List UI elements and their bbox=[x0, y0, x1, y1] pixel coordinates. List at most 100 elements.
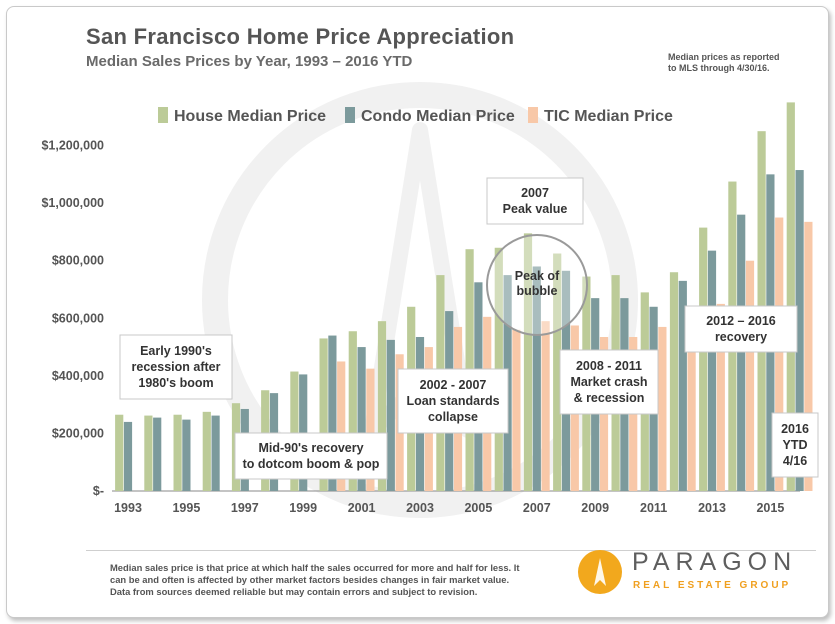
bar-house-median-price-2001 bbox=[348, 331, 357, 491]
annotation-crash-line: Market crash bbox=[570, 375, 647, 389]
legend-label: House Median Price bbox=[174, 108, 326, 125]
bar-house-median-price-2013 bbox=[699, 227, 708, 491]
x-tick-label: 1995 bbox=[172, 501, 200, 515]
x-tick-label: 1997 bbox=[231, 501, 259, 515]
x-tick-label: 2001 bbox=[348, 501, 376, 515]
bar-tic-median-price-2014 bbox=[745, 260, 755, 491]
bar-condo-median-price-2002 bbox=[386, 339, 395, 491]
annotation-loan-line: Loan standards bbox=[406, 394, 499, 408]
annotation-ytd-box bbox=[771, 412, 819, 478]
annotation-early90s-line: Early 1990's bbox=[140, 344, 212, 358]
bar-tic-median-price-2016 bbox=[804, 221, 813, 491]
bar-condo-median-price-1995 bbox=[182, 419, 191, 491]
y-tick-label: $- bbox=[93, 484, 104, 498]
annotation-loan-box bbox=[397, 368, 509, 434]
footer-note-line3: Data from sources deemed reliable but ma… bbox=[110, 586, 478, 597]
annotation-ytd-line: 4/16 bbox=[783, 454, 807, 468]
annotation-early90s-line: 1980's boom bbox=[138, 376, 213, 390]
bar-condo-median-price-1993 bbox=[123, 421, 133, 491]
x-tick-label: 2007 bbox=[523, 501, 551, 515]
bar-house-median-price-1993 bbox=[115, 414, 124, 491]
bar-house-median-price-2016 bbox=[786, 102, 795, 492]
x-tick-label: 2009 bbox=[581, 501, 609, 515]
bar-tic-median-price-2013 bbox=[716, 303, 725, 491]
annotation-ytd-line: YTD bbox=[783, 438, 808, 452]
y-tick-label: $1,200,000 bbox=[41, 139, 104, 153]
annotation-early90s-box bbox=[119, 334, 233, 400]
bar-tic-median-price-2012 bbox=[687, 325, 696, 491]
bar-tic-median-price-2001 bbox=[366, 368, 375, 491]
annotation-recovery-line: 2012 – 2016 bbox=[706, 314, 776, 328]
annotation-crash-line: 2008 - 2011 bbox=[576, 359, 642, 373]
bar-tic-median-price-2007 bbox=[541, 321, 550, 491]
footer-note-line2: can be and often is affected by other ma… bbox=[110, 574, 510, 585]
footer-note: Median sales price is that price at whic… bbox=[110, 562, 580, 598]
bar-house-median-price-1996 bbox=[202, 411, 211, 491]
bar-condo-median-price-2014 bbox=[737, 214, 746, 491]
legend-swatch bbox=[528, 107, 538, 123]
y-tick-label: $1,000,000 bbox=[41, 196, 104, 210]
bar-condo-median-price-2013 bbox=[707, 250, 717, 491]
x-tick-label: 1999 bbox=[289, 501, 317, 515]
bar-tic-median-price-2000 bbox=[337, 361, 346, 491]
annotation-crash-line: & recession bbox=[574, 391, 645, 405]
annotation-bubble-line: Peak of bbox=[515, 269, 560, 283]
x-tick-label: 2015 bbox=[756, 501, 784, 515]
peak-bubble-circle bbox=[486, 234, 588, 336]
bar-tic-median-price-2011 bbox=[658, 326, 667, 491]
annotation-mid90s-line: Mid-90's recovery bbox=[258, 441, 363, 455]
annotation-crash-box bbox=[559, 349, 659, 415]
logo-tagline: REAL ESTATE GROUP bbox=[633, 580, 792, 591]
annotation-mid90s-box bbox=[234, 432, 388, 480]
annotation-loan-line: 2002 - 2007 bbox=[420, 378, 487, 392]
bar-house-median-price-2000 bbox=[319, 338, 328, 491]
legend-swatch bbox=[345, 107, 355, 123]
x-tick-label: 2005 bbox=[464, 501, 492, 515]
legend-label: TIC Median Price bbox=[544, 108, 673, 125]
x-tick-label: 2013 bbox=[698, 501, 726, 515]
bar-condo-median-price-1994 bbox=[153, 417, 162, 491]
mls-note: Median prices as reported to MLS through… bbox=[668, 52, 818, 74]
y-tick-label: $200,000 bbox=[52, 426, 104, 440]
x-tick-label: 2003 bbox=[406, 501, 434, 515]
bar-house-median-price-2007 bbox=[523, 233, 533, 491]
paragon-logo-icon bbox=[578, 550, 622, 594]
x-tick-label: 2011 bbox=[640, 501, 667, 515]
legend-label: Condo Median Price bbox=[361, 108, 515, 125]
bar-condo-median-price-1996 bbox=[211, 415, 220, 491]
y-tick-label: $600,000 bbox=[52, 311, 104, 325]
bar-condo-median-price-2007 bbox=[532, 266, 541, 491]
annotation-ytd-line: 2016 bbox=[781, 422, 809, 436]
mls-note-line1: Median prices as reported bbox=[668, 52, 780, 62]
legend-swatch bbox=[158, 107, 168, 123]
annotation-bubble-line: bubble bbox=[517, 284, 558, 298]
annotation-early90s-line: recession after bbox=[132, 360, 221, 374]
y-tick-label: $400,000 bbox=[52, 369, 104, 383]
annotation-peak-line: 2007 bbox=[521, 186, 549, 200]
bar-house-median-price-2002 bbox=[377, 321, 387, 491]
mls-note-line2: to MLS through 4/30/16. bbox=[668, 63, 770, 73]
annotation-recovery-box bbox=[684, 305, 798, 353]
bar-condo-median-price-2001 bbox=[357, 347, 366, 491]
annotation-peak-line: Peak value bbox=[503, 202, 568, 216]
bar-house-median-price-1994 bbox=[144, 415, 153, 491]
bar-house-median-price-2008 bbox=[553, 253, 562, 491]
annotation-recovery-line: recovery bbox=[715, 330, 767, 344]
annotation-loan-line: collapse bbox=[428, 410, 478, 424]
bar-tic-median-price-2006 bbox=[512, 329, 521, 491]
bar-condo-median-price-2012 bbox=[678, 280, 687, 491]
chart-title: San Francisco Home Price Appreciation bbox=[86, 24, 515, 49]
chart-subtitle: Median Sales Prices by Year, 1993 – 2016… bbox=[86, 53, 413, 70]
footer-divider bbox=[86, 550, 816, 551]
logo-wordmark: PARAGON bbox=[632, 548, 798, 576]
x-tick-label: 1993 bbox=[114, 501, 142, 515]
bar-tic-median-price-2015 bbox=[775, 217, 784, 492]
footer-note-line1: Median sales price is that price at whic… bbox=[110, 562, 520, 573]
y-tick-label: $800,000 bbox=[52, 254, 104, 268]
bar-condo-median-price-2016 bbox=[795, 170, 804, 491]
bar-condo-median-price-2000 bbox=[328, 335, 337, 491]
bar-house-median-price-1999 bbox=[290, 371, 299, 491]
bar-house-median-price-1995 bbox=[173, 414, 182, 491]
annotation-mid90s-line: to dotcom boom & pop bbox=[243, 457, 380, 471]
